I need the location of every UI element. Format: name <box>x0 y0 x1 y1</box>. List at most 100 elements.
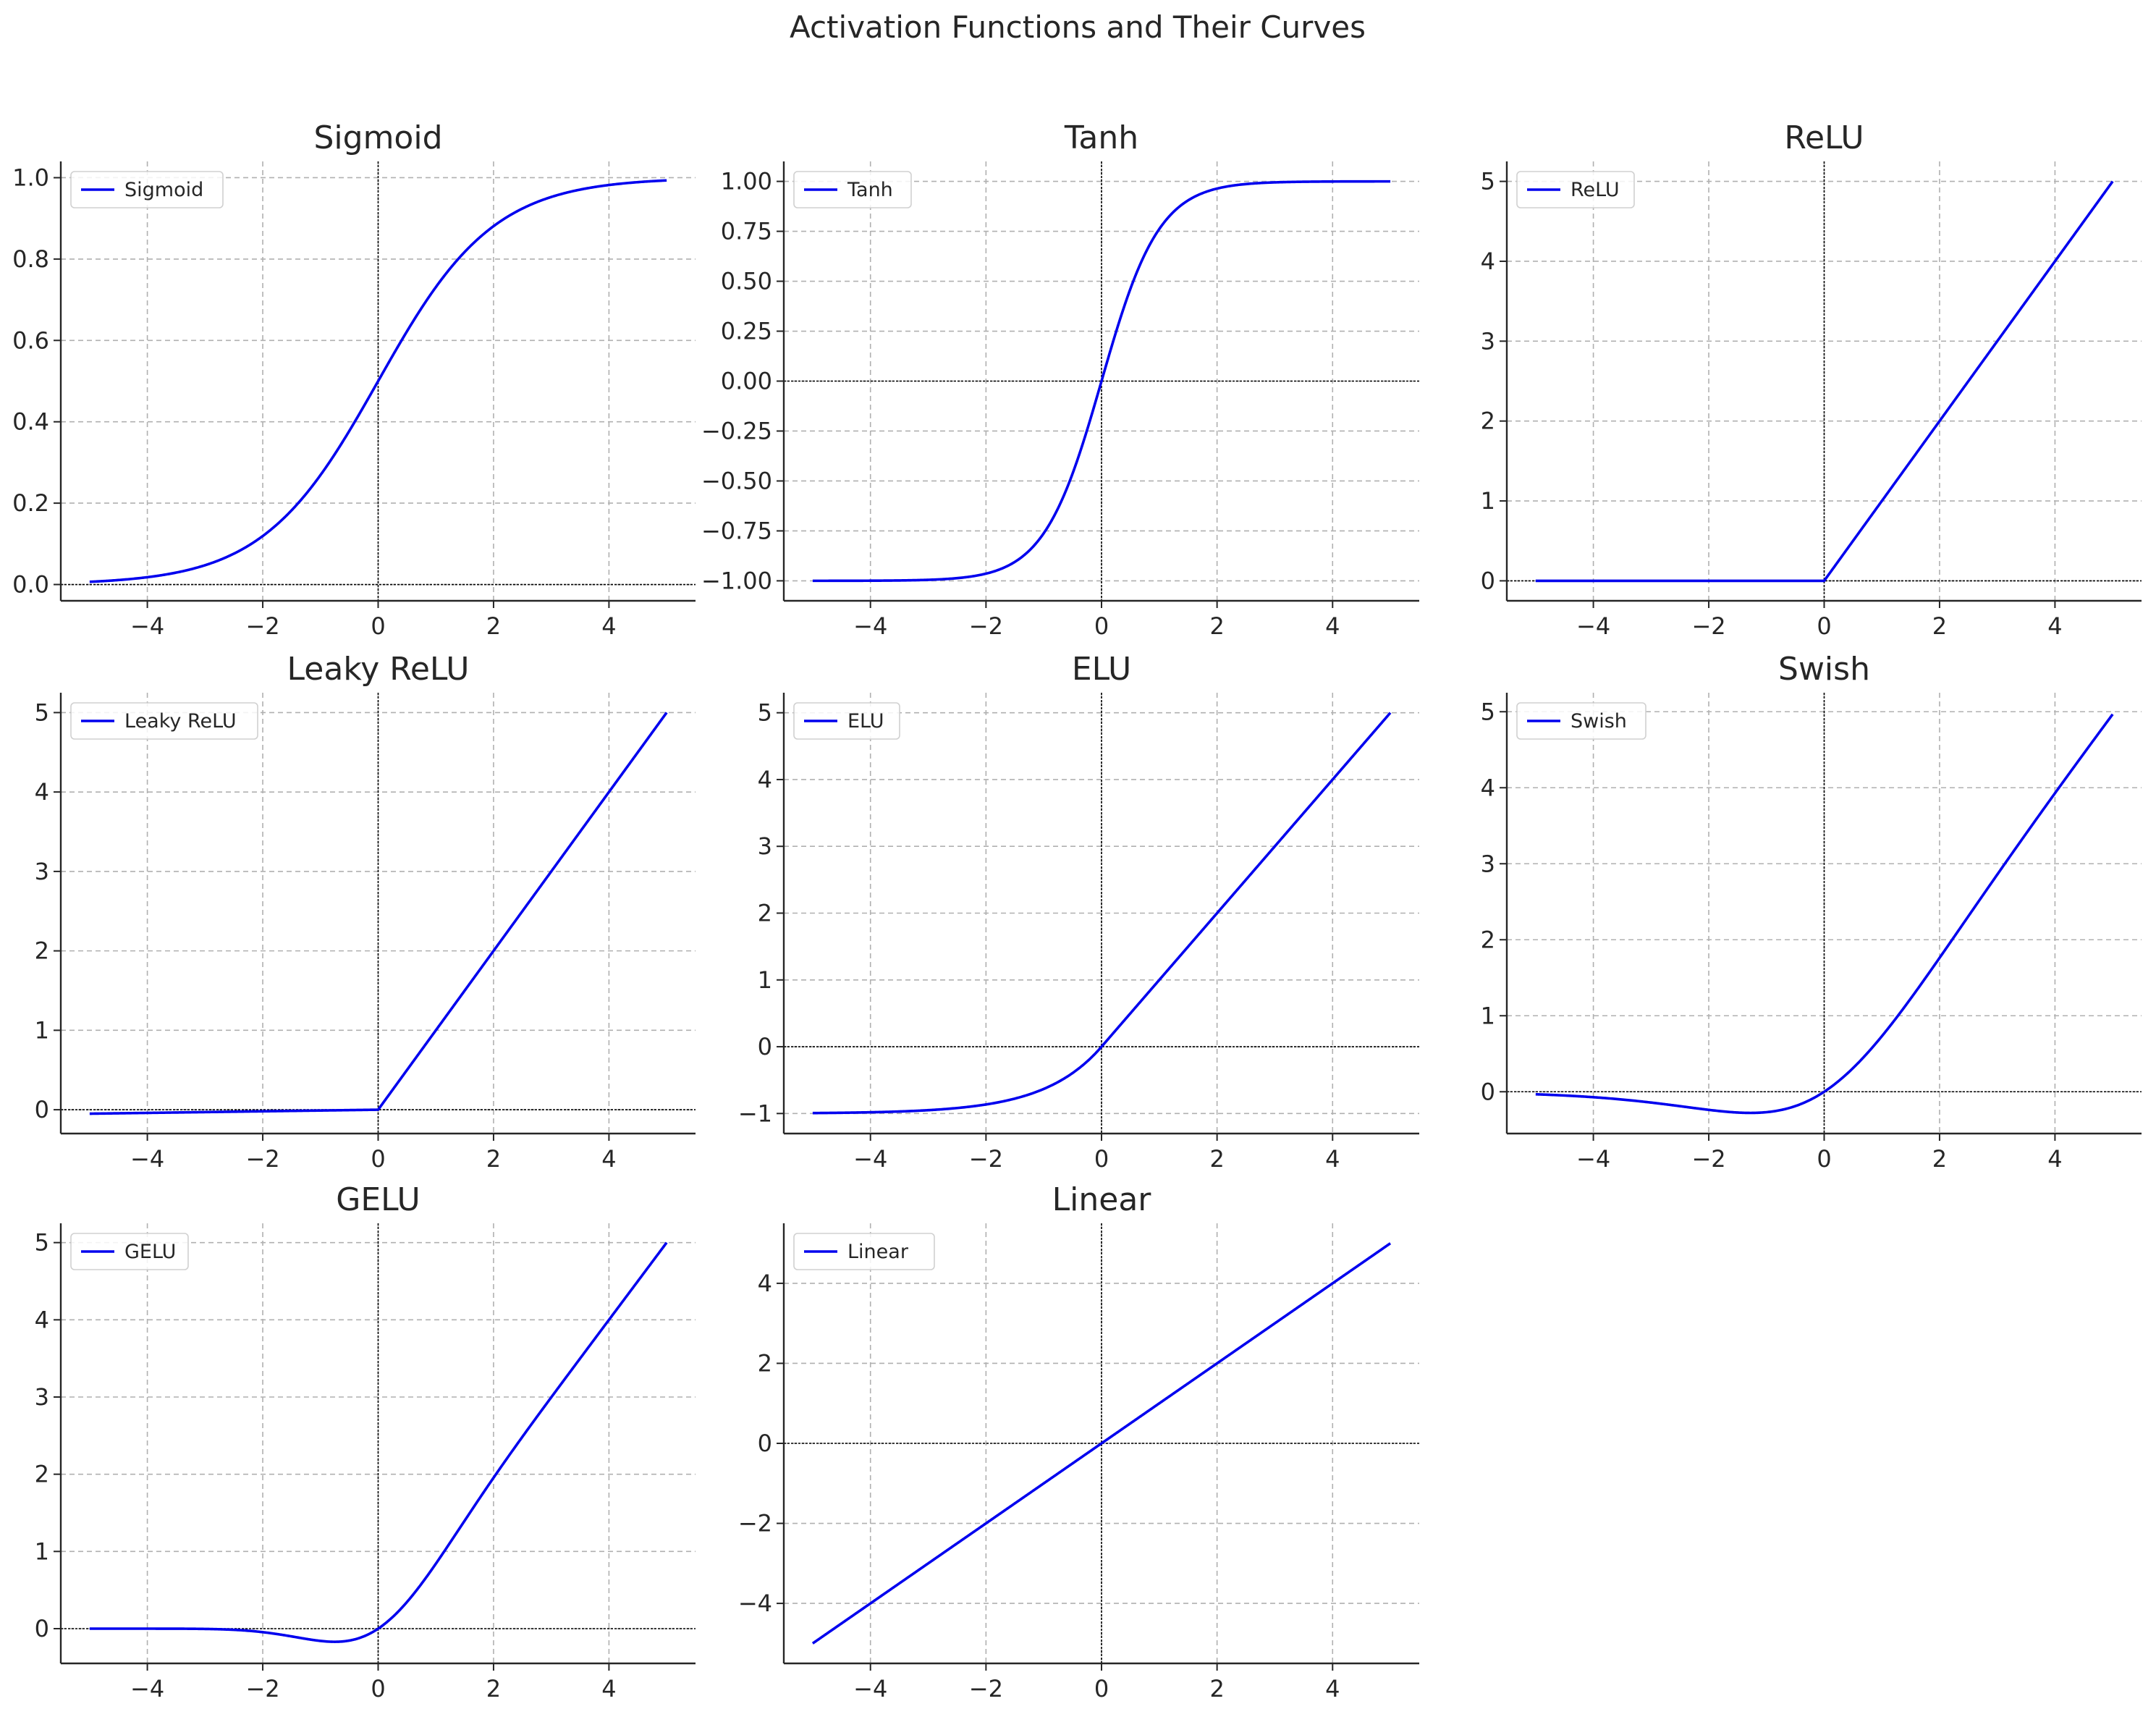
y-tick-label: 5 <box>1481 698 1495 725</box>
series-line-sigmoid <box>89 179 667 583</box>
legend: Sigmoid <box>70 171 224 208</box>
y-tick-label: 0 <box>758 1430 772 1457</box>
x-tick-label: −4 <box>853 1145 887 1173</box>
x-tick-label: 4 <box>601 1675 616 1702</box>
x-tick-label: 4 <box>601 1145 616 1173</box>
x-tick-label: 4 <box>1325 1675 1340 1702</box>
legend-box <box>70 702 258 740</box>
y-tick-label: 1 <box>1481 487 1495 515</box>
y-tick-label: −0.75 <box>701 517 772 544</box>
x-tick-label: 4 <box>2047 612 2062 640</box>
x-tick-label: 0 <box>1817 1145 1831 1173</box>
x-tick-label: −4 <box>1576 612 1610 640</box>
x-tick-label: 2 <box>486 612 501 640</box>
x-tick-label: 0 <box>371 612 385 640</box>
y-tick-label: 1 <box>35 1016 49 1044</box>
panel-elu: −4 −2 0 2 4 −1 0 1 2 3 4 5 ELU ELU <box>738 651 1419 1173</box>
panel-tanh: −4 −2 0 2 4 −1.00 −0.75 −0.50 −0.25 0.00 0.25 0.50 0… <box>701 119 1419 640</box>
y-tick-label: 5 <box>35 1229 49 1257</box>
legend-label: Tanh <box>847 179 893 201</box>
legend-label: Linear <box>847 1241 909 1263</box>
panel-title: Swish <box>1778 651 1870 688</box>
legend-label: Swish <box>1571 710 1627 733</box>
x-tick-label: −4 <box>130 612 164 640</box>
y-tick-label: 0.75 <box>721 218 772 245</box>
y-tick-label: 4 <box>758 1270 772 1297</box>
y-tick-label: 0.2 <box>12 489 49 517</box>
y-tick-label: 1.0 <box>12 164 49 191</box>
x-tick-label: −2 <box>969 1675 1003 1702</box>
x-tick-label: 0 <box>1817 612 1831 640</box>
legend-box <box>70 171 224 208</box>
y-tick-label: −0.25 <box>701 417 772 444</box>
x-tick-label: −2 <box>969 612 1003 640</box>
legend-label: Sigmoid <box>124 179 203 201</box>
y-tick-label: 2 <box>35 1461 49 1488</box>
y-tick-label: 3 <box>1481 850 1495 877</box>
x-tick-label: 0 <box>1094 1675 1109 1702</box>
y-tick-label: 3 <box>758 832 772 860</box>
y-tick-label: 4 <box>758 766 772 793</box>
panel-linear: −4 −2 0 2 4 −4 −2 0 2 4 Linear Linear <box>738 1181 1419 1702</box>
y-tick-label: 0.50 <box>721 268 772 295</box>
series-line-gelu <box>89 1241 668 1643</box>
panel-title: Linear <box>1052 1181 1152 1218</box>
y-tick-label: 4 <box>1481 774 1495 801</box>
legend-box <box>70 1233 189 1270</box>
x-tick-label: 4 <box>2047 1145 2062 1173</box>
panel-title: ReLU <box>1784 119 1864 156</box>
y-tick-label: 5 <box>758 699 772 727</box>
x-tick-label: 0 <box>371 1145 385 1173</box>
y-tick-label: 0 <box>35 1096 49 1123</box>
legend: Leaky ReLU <box>70 702 258 740</box>
y-tick-label: 0.00 <box>721 368 772 395</box>
panel-title: GELU <box>336 1181 420 1218</box>
panel-title: Leaky ReLU <box>287 651 470 688</box>
legend-box <box>793 171 912 208</box>
panel-relu: −4 −2 0 2 4 0 1 2 3 4 5 ReLU ReLU <box>1481 119 2142 640</box>
y-tick-label: 2 <box>758 1349 772 1377</box>
x-tick-label: 2 <box>1209 1675 1224 1702</box>
legend: Linear <box>793 1233 935 1270</box>
y-tick-label: 2 <box>1481 408 1495 435</box>
panel-swish: −4 −2 0 2 4 0 1 2 3 4 5 Swish Swish <box>1481 651 2142 1173</box>
legend-label: Leaky ReLU <box>124 710 237 733</box>
y-tick-label: 3 <box>35 858 49 885</box>
y-tick-label: 2 <box>758 900 772 927</box>
series-line-swish <box>1535 713 2114 1115</box>
series-line-leaky-relu <box>89 712 668 1115</box>
x-tick-label: 0 <box>1094 612 1109 640</box>
series-line-elu <box>812 712 1392 1115</box>
y-tick-label: 0 <box>1481 1078 1495 1105</box>
y-tick-label: −4 <box>738 1590 772 1617</box>
y-tick-label: −2 <box>738 1510 772 1537</box>
x-tick-label: −4 <box>853 612 887 640</box>
y-tick-label: 2 <box>1481 926 1495 953</box>
y-tick-label: 4 <box>35 1306 49 1333</box>
legend: ELU <box>793 702 900 740</box>
y-tick-label: 0 <box>35 1615 49 1642</box>
y-tick-label: 4 <box>1481 248 1495 275</box>
y-tick-label: 4 <box>35 778 49 806</box>
panel-title: ELU <box>1072 651 1131 688</box>
y-tick-label: 3 <box>1481 327 1495 355</box>
y-tick-label: 1.00 <box>721 168 772 195</box>
x-tick-label: −2 <box>245 612 279 640</box>
panel-title: Sigmoid <box>313 119 442 156</box>
legend-box <box>1516 702 1646 740</box>
y-tick-label: 0.25 <box>721 318 772 345</box>
series-line-linear <box>811 1242 1392 1645</box>
y-tick-label: 0 <box>1481 567 1495 594</box>
y-tick-label: 1 <box>1481 1002 1495 1029</box>
series-line-tanh <box>812 180 1391 583</box>
legend-label: ReLU <box>1571 179 1620 201</box>
x-tick-label: −2 <box>1691 612 1725 640</box>
x-tick-label: 2 <box>1932 612 1947 640</box>
x-tick-label: 2 <box>1932 1145 1947 1173</box>
x-tick-label: −4 <box>130 1145 164 1173</box>
legend: GELU <box>70 1233 189 1270</box>
y-tick-label: −1 <box>738 1100 772 1127</box>
legend-box <box>1516 171 1635 208</box>
x-tick-label: 0 <box>371 1675 385 1702</box>
